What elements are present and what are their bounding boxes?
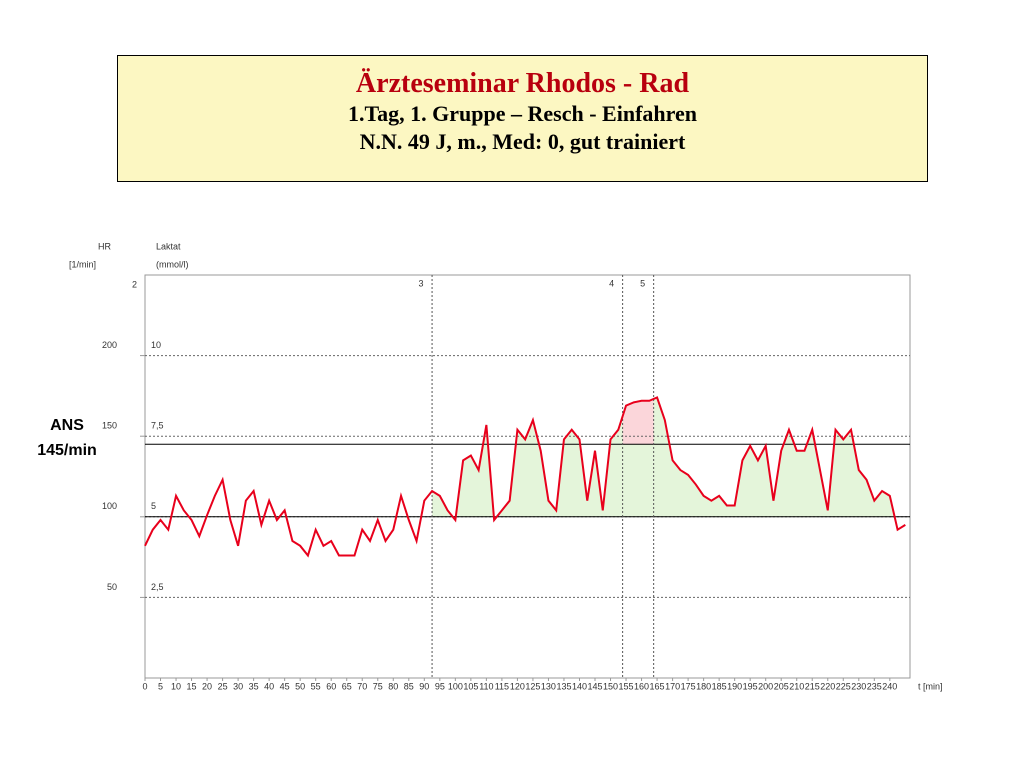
x-tick-label: 90	[419, 681, 429, 691]
x-tick-label: 0	[142, 681, 147, 691]
x-tick-label: 170	[665, 681, 680, 691]
x-tick-label: 135	[556, 681, 571, 691]
x-tick-label: 240	[882, 681, 897, 691]
hr-line	[144, 396, 906, 558]
x-tick-label: 80	[388, 681, 398, 691]
y-tick-label: 150	[102, 421, 117, 431]
x-tick-label: 70	[357, 681, 367, 691]
x-tick-label: 25	[218, 681, 228, 691]
x-tick-label: 110	[479, 681, 493, 691]
x-tick-label: 195	[743, 681, 758, 691]
x-tick-label: 205	[774, 681, 789, 691]
x-tick-label: 100	[448, 681, 463, 691]
x-tick-label: 235	[867, 681, 882, 691]
corner-label: 2	[132, 279, 137, 289]
x-tick-label: 225	[836, 681, 851, 691]
x-tick-label: 155	[619, 681, 634, 691]
x-tick-label: 50	[295, 681, 305, 691]
x-tick-label: 185	[712, 681, 727, 691]
x-tick-label: 45	[280, 681, 290, 691]
x-tick-label: 10	[171, 681, 181, 691]
y-tick-label: 100	[102, 501, 117, 511]
x-tick-label: 150	[603, 681, 618, 691]
x-tick-label: 60	[326, 681, 336, 691]
x-tick-label: 200	[758, 681, 773, 691]
x-tick-label: 20	[202, 681, 212, 691]
y2-axis-unit: (mmol/l)	[156, 259, 189, 269]
y-tick-label: 50	[107, 582, 117, 592]
y-tick-label: 200	[102, 340, 117, 350]
threshold-label: ANS	[50, 417, 84, 434]
title: Ärzteseminar Rhodos - Rad	[355, 68, 690, 99]
x-tick-label: 35	[249, 681, 259, 691]
y2-axis-title: Laktat	[156, 241, 181, 251]
x-tick-label: 30	[233, 681, 243, 691]
threshold-label: 145/min	[37, 442, 97, 459]
x-tick-label: 140	[572, 681, 587, 691]
y2-tick-label: 2,5	[151, 582, 164, 592]
x-tick-label: 55	[311, 681, 321, 691]
x-axis-title: t [min]	[918, 681, 943, 691]
x-tick-label: 95	[435, 681, 445, 691]
y-axis-title: HR	[98, 241, 111, 251]
x-tick-label: 215	[805, 681, 820, 691]
x-tick-label: 145	[587, 681, 602, 691]
marker-label: 5	[640, 278, 645, 288]
x-tick-label: 125	[525, 681, 540, 691]
x-tick-label: 230	[851, 681, 866, 691]
x-tick-label: 5	[158, 681, 163, 691]
x-tick-label: 175	[681, 681, 696, 691]
area-fill	[432, 397, 906, 517]
x-tick-label: 220	[820, 681, 835, 691]
x-tick-label: 85	[404, 681, 414, 691]
marker-label: 4	[609, 278, 614, 288]
x-tick-label: 40	[264, 681, 274, 691]
marker-label: 3	[419, 278, 424, 288]
threshold-fill	[622, 398, 654, 445]
title-box: Ärzteseminar Rhodos - Rad 1.Tag, 1. Grup…	[117, 55, 928, 182]
x-tick-label: 130	[541, 681, 556, 691]
x-tick-label: 105	[463, 681, 478, 691]
y2-tick-label: 10	[151, 340, 161, 350]
y-axis-unit: [1/min]	[69, 259, 96, 269]
x-tick-label: 165	[650, 681, 665, 691]
x-tick-label: 180	[696, 681, 711, 691]
x-tick-label: 75	[373, 681, 383, 691]
x-tick-label: 160	[634, 681, 649, 691]
x-tick-label: 210	[789, 681, 804, 691]
x-tick-label: 115	[495, 681, 509, 691]
y2-tick-label: 5	[151, 501, 156, 511]
subtitle: 1.Tag, 1. Gruppe – Resch - Einfahren	[348, 101, 697, 126]
x-tick-label: 15	[187, 681, 197, 691]
x-tick-label: 120	[510, 681, 525, 691]
x-tick-label: 65	[342, 681, 352, 691]
subtitle: N.N. 49 J, m., Med: 0, gut trainiert	[359, 129, 686, 154]
y2-tick-label: 7,5	[151, 421, 164, 431]
x-tick-label: 190	[727, 681, 742, 691]
